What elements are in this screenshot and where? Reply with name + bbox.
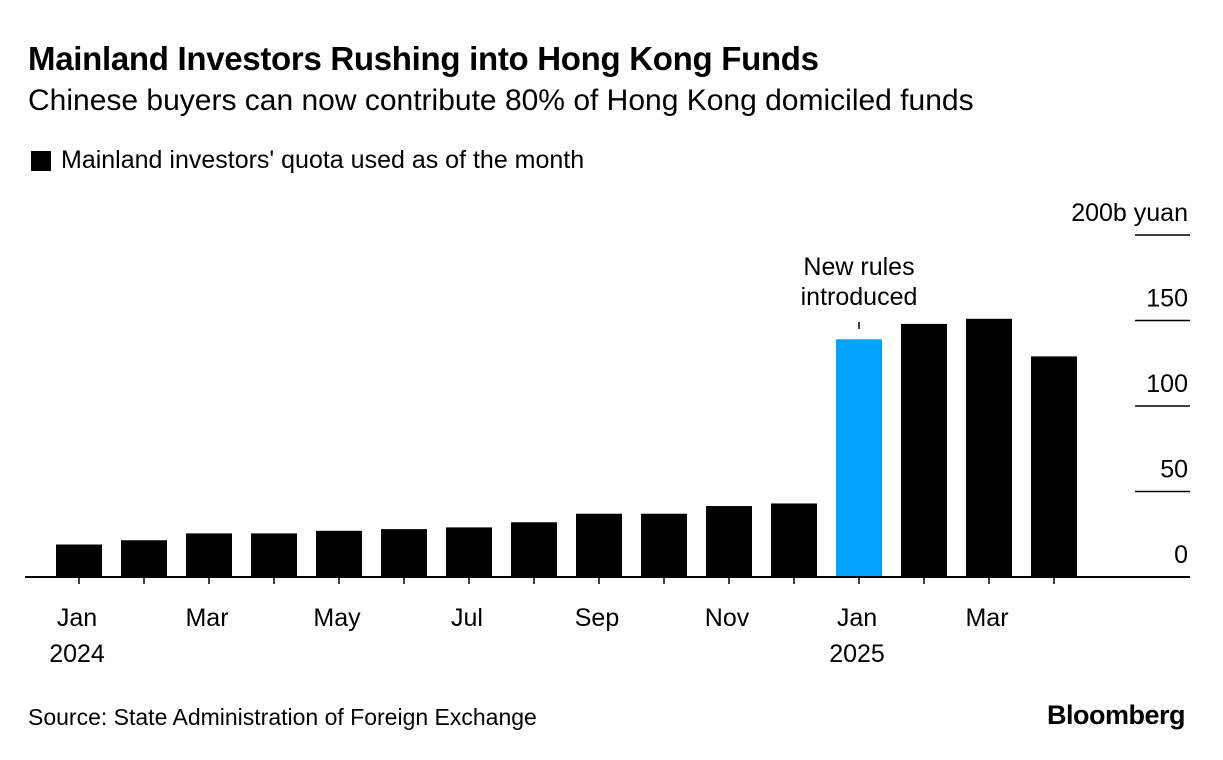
x-tick-label: Mar: [185, 604, 228, 632]
y-tick-label: 150: [1146, 285, 1188, 313]
y-tick-label: 0: [1174, 541, 1188, 569]
chart-subtitle: Chinese buyers can now contribute 80% of…: [28, 84, 974, 117]
x-tick-label: Nov: [705, 604, 750, 632]
x-tick-year-label: 2024: [49, 640, 105, 668]
x-tick-year-label: 2025: [829, 640, 885, 668]
y-tick-label: 200b yuan: [1071, 199, 1188, 227]
legend-swatch: [31, 150, 51, 171]
bar: [966, 318, 1012, 577]
annotation-label: introduced: [801, 283, 918, 311]
bar: [641, 513, 687, 577]
annotation-label: New rules: [803, 253, 914, 281]
x-tick-label: Sep: [575, 604, 619, 632]
bar: [121, 540, 167, 577]
bar: [381, 529, 427, 577]
bar: [901, 323, 947, 577]
legend-label: Mainland investors' quota used as of the…: [61, 146, 585, 174]
bar: [251, 533, 297, 577]
bar: [836, 339, 882, 577]
bar: [186, 533, 232, 577]
x-tick-label: Jan: [837, 604, 877, 632]
chart-title: Mainland Investors Rushing into Hong Kon…: [28, 40, 819, 77]
bar: [316, 530, 362, 577]
bar: [706, 506, 752, 577]
bar: [446, 527, 492, 577]
bar: [771, 503, 817, 577]
x-tick-label: Jan: [57, 604, 97, 632]
x-tick-label: May: [313, 604, 361, 632]
x-tick-label: Jul: [451, 604, 483, 632]
bar: [1031, 356, 1077, 577]
x-tick-label: Mar: [965, 604, 1008, 632]
bar: [56, 544, 102, 577]
bar: [511, 522, 557, 577]
chart-legend: Mainland investors' quota used as of the…: [31, 146, 584, 175]
y-tick-label: 50: [1160, 456, 1188, 484]
bloomberg-logo: Bloomberg: [1046, 700, 1186, 730]
bar: [576, 513, 622, 577]
y-tick-label: 100: [1146, 370, 1188, 398]
source-note: Source: State Administration of Foreign …: [28, 704, 537, 730]
